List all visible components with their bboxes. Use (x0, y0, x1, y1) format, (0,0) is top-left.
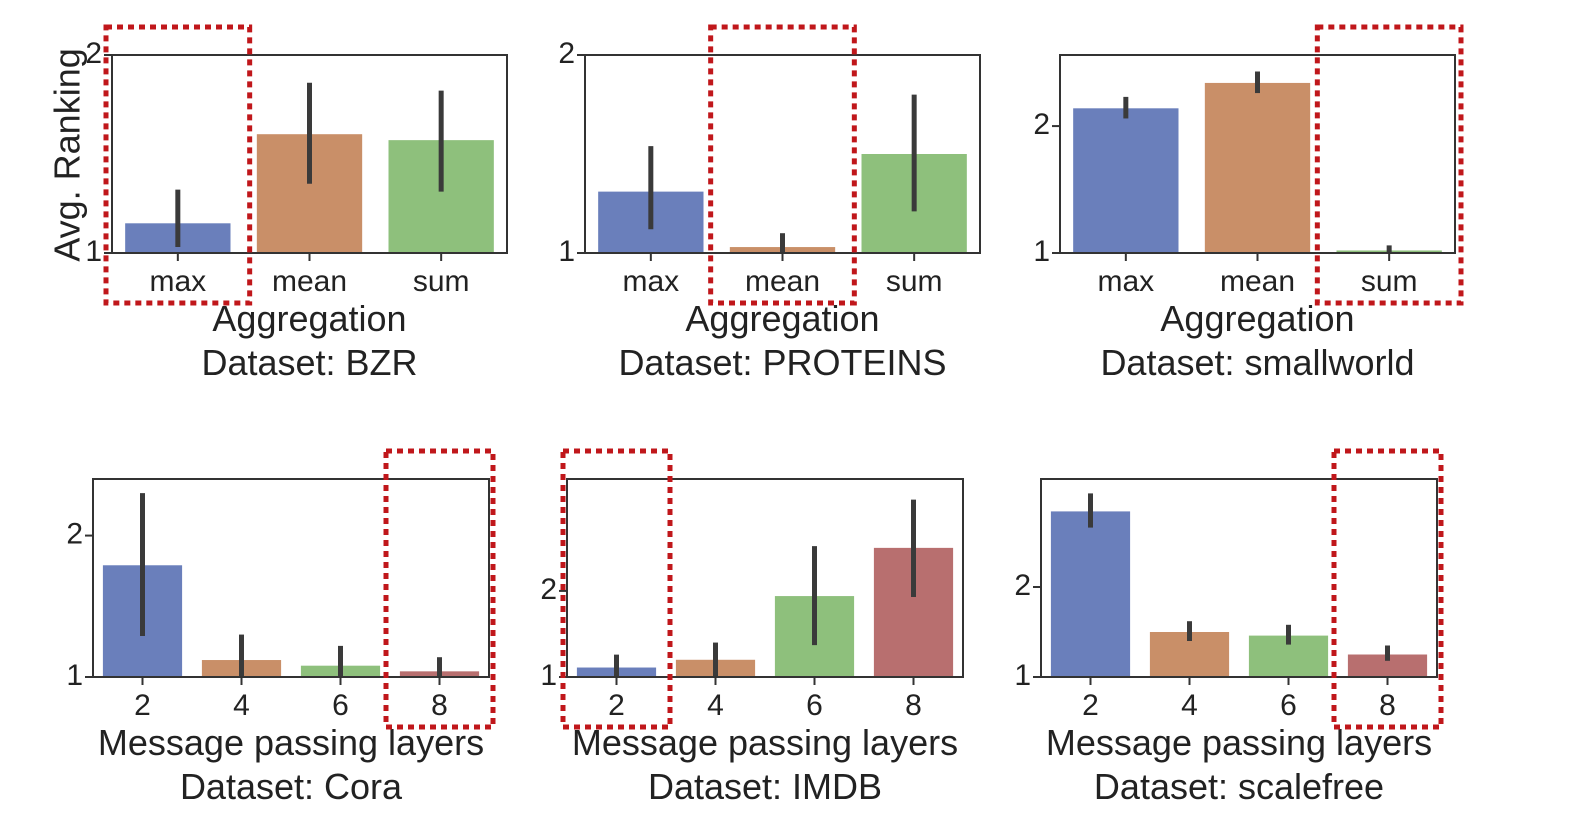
highlight-box (1314, 24, 1464, 306)
x-tick-label: mean (1220, 265, 1295, 298)
x-tick-label: 2 (1082, 689, 1099, 722)
bar (1347, 654, 1428, 677)
axes-frame (566, 478, 964, 678)
x-tick-label: sum (413, 265, 470, 298)
y-tick-label: 1 (540, 659, 557, 692)
y-tick-label: 2 (1033, 108, 1050, 141)
highlight-box (103, 24, 253, 306)
y-tick-label: 1 (85, 235, 102, 268)
y-tick-label: 1 (558, 235, 575, 268)
x-tick-label: 6 (806, 689, 823, 722)
y-tick-label: 2 (558, 37, 575, 70)
dataset-subtitle: Dataset: BZR (201, 342, 417, 383)
x-tick-label: max (622, 265, 679, 298)
x-tick-label: 2 (608, 689, 625, 722)
bar (1073, 108, 1179, 253)
x-tick-label: 2 (134, 689, 151, 722)
x-axis-label: Aggregation (685, 298, 879, 339)
x-tick-label: mean (745, 265, 820, 298)
y-tick-label: 2 (540, 573, 557, 606)
highlight-box (708, 24, 857, 306)
bar (1204, 82, 1311, 253)
highlight-box (1331, 448, 1444, 730)
x-tick-label: sum (886, 265, 943, 298)
x-tick-label: 8 (431, 689, 448, 722)
axes-frame (92, 478, 490, 678)
dataset-subtitle: Dataset: PROTEINS (618, 342, 946, 383)
axes-frame (1040, 478, 1438, 678)
dataset-subtitle: Dataset: Cora (180, 766, 403, 807)
x-tick-label: 6 (1280, 689, 1297, 722)
x-axis-label: Aggregation (1160, 298, 1354, 339)
x-tick-label: 4 (1181, 689, 1198, 722)
x-tick-label: mean (272, 265, 347, 298)
x-tick-label: sum (1361, 265, 1418, 298)
y-tick-label: 2 (1014, 569, 1031, 602)
x-axis-label: Message passing layers (572, 722, 958, 763)
y-tick-label: 2 (85, 37, 102, 70)
x-axis-label: Message passing layers (1046, 722, 1432, 763)
x-axis-label: Aggregation (212, 298, 406, 339)
highlight-box (560, 448, 673, 730)
x-tick-label: max (149, 265, 206, 298)
dataset-subtitle: Dataset: smallworld (1100, 342, 1414, 383)
y-tick-label: 1 (1014, 659, 1031, 692)
x-tick-label: 6 (332, 689, 349, 722)
dataset-subtitle: Dataset: IMDB (648, 766, 882, 807)
highlight-box (383, 448, 496, 730)
x-tick-label: max (1097, 265, 1154, 298)
y-axis-label: Avg. Ranking (47, 48, 88, 261)
x-tick-label: 8 (905, 689, 922, 722)
y-tick-label: 1 (66, 659, 83, 692)
x-tick-label: 8 (1379, 689, 1396, 722)
y-tick-label: 1 (1033, 235, 1050, 268)
y-tick-label: 2 (66, 517, 83, 550)
bar (1050, 511, 1131, 677)
dataset-subtitle: Dataset: scalefree (1094, 766, 1384, 807)
x-tick-label: 4 (233, 689, 250, 722)
x-tick-label: 4 (707, 689, 724, 722)
x-axis-label: Message passing layers (98, 722, 484, 763)
